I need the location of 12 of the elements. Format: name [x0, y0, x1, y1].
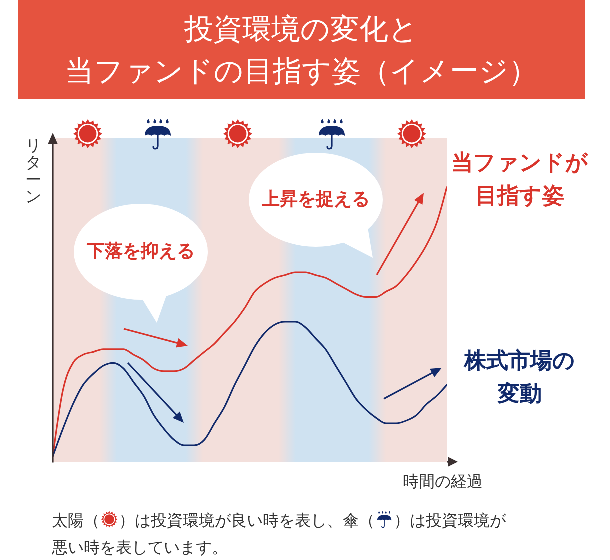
- x-axis-title: 時間の経過: [403, 471, 483, 493]
- annotation: 上昇を捉える: [261, 188, 371, 212]
- text: ）は投資環境が: [394, 511, 506, 530]
- annotation: 下落を抑える: [86, 240, 196, 264]
- y-axis-title: リターン: [25, 136, 42, 206]
- text: 太陽（: [52, 511, 100, 530]
- chart-subtitle: 当ファンドの目指す姿（イメージ）: [64, 53, 539, 90]
- text: ）は投資環境が良い時を表し、傘（: [119, 511, 375, 530]
- chart-title: 投資環境の変化と: [184, 11, 420, 48]
- series-label: 当ファンドが目指す姿: [450, 150, 590, 212]
- legend-label: 株式市場の変動: [462, 348, 576, 410]
- text: 悪い時を表しています。: [52, 537, 228, 559]
